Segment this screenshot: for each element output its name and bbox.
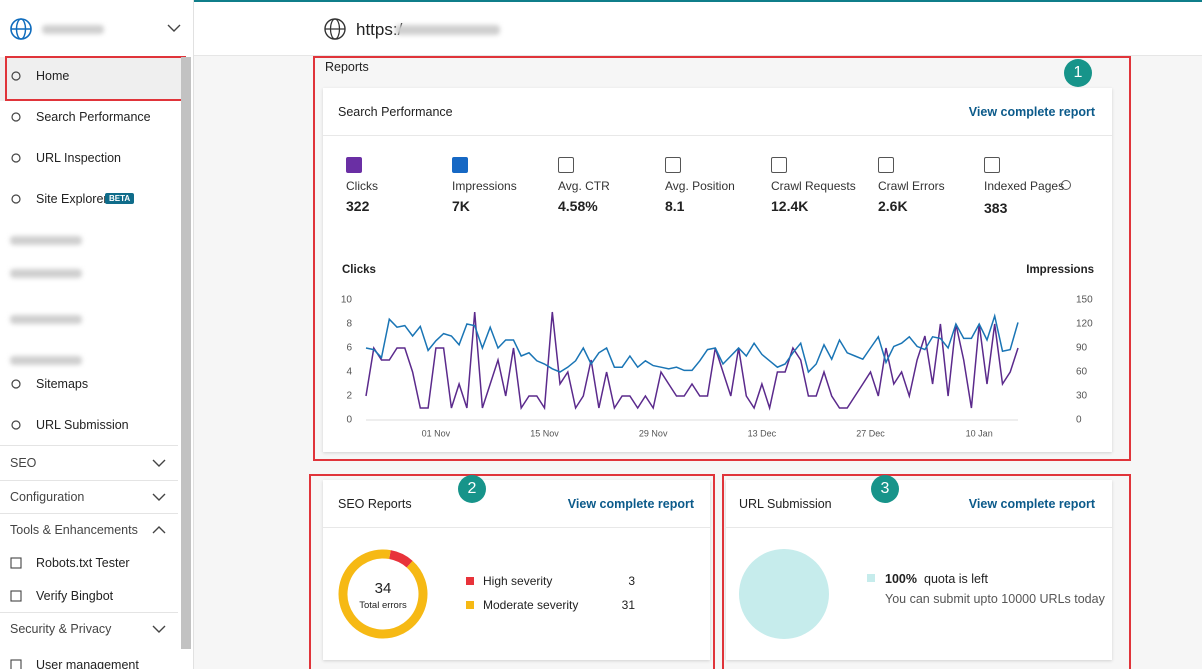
view-report-link[interactable]: View complete report — [567, 497, 694, 511]
metric-value: 12.4K — [771, 198, 809, 214]
selected-bg — [0, 57, 181, 101]
highlight-box — [5, 56, 186, 101]
metric-checkbox[interactable] — [452, 157, 468, 173]
legend-label: Moderate severity — [483, 598, 579, 612]
separator — [0, 445, 178, 446]
nav-item[interactable]: Site Explorer — [36, 192, 108, 206]
metric-value: 4.58% — [558, 198, 598, 214]
metric-value: 2.6K — [878, 198, 908, 214]
annotation-box — [722, 474, 1131, 669]
card-divider — [323, 135, 1112, 136]
nav-item[interactable]: URL Submission — [36, 418, 129, 432]
metric-label: Crawl Requests — [771, 179, 856, 193]
blurred-item — [10, 315, 82, 324]
metric-value: 8.1 — [665, 198, 685, 214]
site-globe — [10, 18, 32, 40]
metric-checkbox[interactable] — [878, 157, 894, 173]
site-url: https:/ — [356, 20, 403, 39]
card-title: SEO Reports — [338, 497, 412, 511]
section-header[interactable]: Configuration — [10, 490, 85, 504]
blurred-site — [42, 25, 104, 34]
metric-label: Crawl Errors — [878, 179, 945, 193]
section-title: Reports — [325, 60, 369, 74]
nav-item[interactable]: Search Performance — [36, 110, 151, 124]
separator — [0, 513, 178, 514]
sidebar — [0, 0, 194, 669]
metric-value: 7K — [452, 198, 470, 214]
quota-circle — [739, 549, 829, 639]
metric-label: Clicks — [346, 179, 378, 193]
legend-value: 31 — [621, 598, 635, 612]
metric-checkbox[interactable] — [558, 157, 574, 173]
annotation-box — [313, 56, 1131, 461]
beta-badge: BETA — [105, 193, 135, 204]
quota-value: 100% — [885, 572, 917, 586]
y-axis-label: Clicks — [342, 264, 376, 276]
nav-item[interactable]: User management — [36, 658, 139, 669]
metric-label: Impressions — [452, 179, 517, 193]
legend-label: High severity — [483, 574, 553, 588]
metric-checkbox[interactable] — [346, 157, 362, 173]
nav-item[interactable]: URL Inspection — [36, 151, 121, 165]
metric-checkbox[interactable] — [771, 157, 787, 173]
metric-checkbox[interactable] — [984, 157, 1000, 173]
annotation-box — [309, 474, 715, 669]
metric-value: 322 — [346, 198, 370, 214]
scrollbar[interactable] — [181, 57, 191, 649]
header — [194, 2, 1202, 56]
legend-swatch — [867, 574, 875, 582]
metric-checkbox[interactable] — [665, 157, 681, 173]
nav-item[interactable]: Home — [36, 69, 70, 83]
metric-value: 383 — [984, 200, 1008, 216]
metric-label: Avg. CTR — [558, 179, 610, 193]
nav-item[interactable]: Robots.txt Tester — [36, 556, 130, 570]
blurred-item — [10, 269, 82, 278]
total-errors-label: Total errors — [359, 600, 407, 611]
annotation-number: 2 — [458, 475, 486, 503]
section-header[interactable]: Security & Privacy — [10, 622, 112, 636]
annotation-number: 1 — [1064, 59, 1092, 87]
separator — [0, 480, 178, 481]
quota-text: quota is left — [924, 572, 988, 586]
top-accent — [0, 0, 1202, 2]
card-title: URL Submission — [739, 497, 832, 511]
blurred-item — [10, 236, 82, 245]
nav-item[interactable]: Sitemaps — [36, 377, 89, 391]
view-report-link[interactable]: View complete report — [968, 497, 1095, 511]
quota-note: You can submit upto 10000 URLs today — [885, 592, 1105, 606]
metric-label: Indexed Pages — [984, 179, 1065, 193]
blurred-url — [395, 25, 500, 35]
view-report-link[interactable]: View complete report — [968, 105, 1095, 119]
section-header[interactable]: Tools & Enhancements — [10, 523, 138, 537]
site-chevron[interactable] — [167, 23, 181, 33]
url-globe — [324, 18, 346, 40]
separator — [0, 612, 178, 613]
card-title: Search Performance — [338, 105, 453, 119]
nav-item[interactable]: Verify Bingbot — [36, 589, 114, 603]
legend-value: 3 — [628, 574, 635, 588]
total-errors: 34 — [374, 580, 392, 597]
metric-label: Avg. Position — [665, 179, 735, 193]
search-performance-card — [323, 88, 1112, 452]
card-divider — [323, 527, 710, 528]
blurred-item — [10, 356, 82, 365]
annotation-number: 3 — [871, 475, 899, 503]
y2-axis-label: Impressions — [1026, 264, 1094, 276]
section-header[interactable]: SEO — [10, 456, 37, 470]
card-divider — [726, 527, 1112, 528]
